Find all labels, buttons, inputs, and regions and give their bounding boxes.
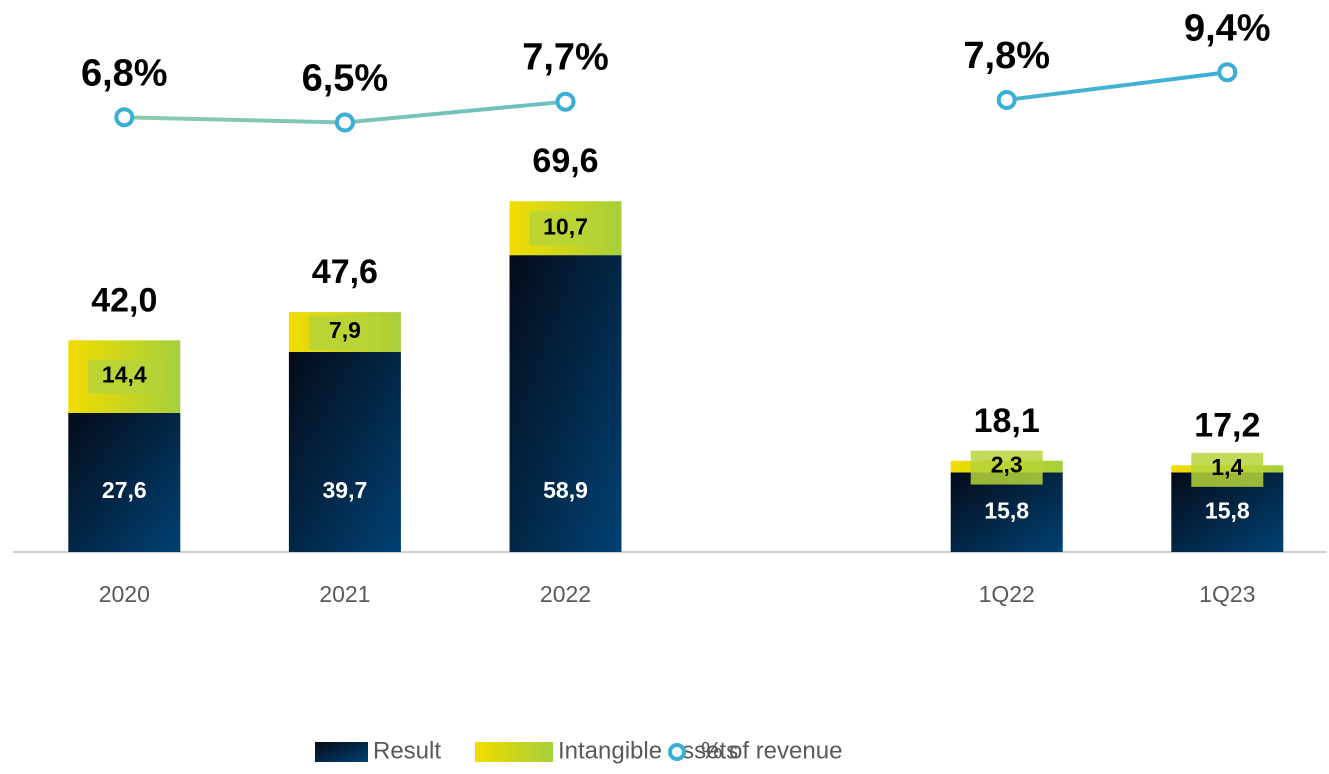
legend-label: % of revenue: [701, 737, 842, 764]
label-box: [529, 211, 602, 246]
value-label: 14,4: [102, 362, 147, 388]
value-label: 15,8: [984, 497, 1029, 523]
x-tick-label: 1Q22: [979, 581, 1035, 607]
line-point: [114, 107, 135, 128]
x-tick-label: 2022: [540, 581, 591, 607]
value-label: 6,5%: [302, 58, 389, 100]
value-label: 58,9: [543, 477, 588, 503]
legend-label: Intangible assets: [558, 737, 738, 764]
value-label: 7,9: [329, 317, 361, 343]
total-label: 18,1: [974, 402, 1040, 440]
line-point: [555, 91, 576, 112]
legend-marker: [668, 743, 686, 761]
value-label: 1,4: [1211, 454, 1243, 480]
x-tick-label: 2020: [99, 581, 150, 607]
label-box: [1191, 452, 1264, 487]
value-label: 39,7: [323, 477, 368, 503]
total-label: 42,0: [91, 281, 157, 319]
total-label: 69,6: [532, 142, 598, 180]
line-point: [334, 112, 355, 133]
line-point: [1217, 62, 1238, 83]
value-label: 6,8%: [81, 52, 168, 94]
label-box: [88, 359, 161, 394]
x-tick-label: 2021: [319, 581, 370, 607]
legend-swatch: [315, 742, 368, 762]
line-point: [996, 89, 1017, 110]
x-tick-label: 1Q23: [1199, 581, 1255, 607]
value-label: 9,4%: [1184, 7, 1271, 49]
value-label: 27,6: [102, 477, 147, 503]
value-label: 15,8: [1205, 497, 1250, 523]
value-label: 7,7%: [522, 37, 609, 79]
total-label: 17,2: [1194, 406, 1260, 444]
legend-swatch: [475, 742, 553, 762]
label-box: [308, 316, 381, 351]
value-label: 2,3: [991, 452, 1023, 478]
label-box: [970, 450, 1043, 485]
bar-segment: [68, 412, 181, 552]
bar-segment: [288, 351, 401, 552]
bar-segment: [950, 472, 1063, 552]
legend-label: Result: [373, 737, 441, 764]
value-label: 10,7: [543, 213, 588, 239]
total-label: 47,6: [312, 253, 378, 291]
value-label: 7,8%: [963, 35, 1050, 77]
bar-segment: [509, 255, 622, 553]
line: [124, 70, 1228, 125]
